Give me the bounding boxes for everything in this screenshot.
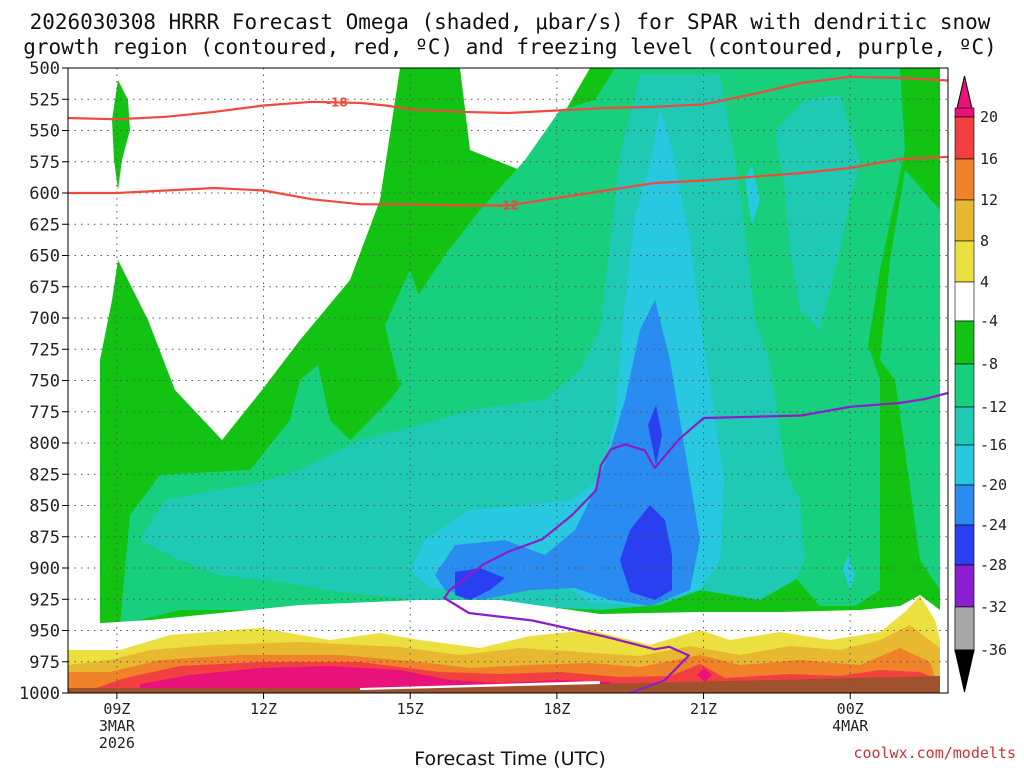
chart-title-line2: growth region (contoured, red, ºC) and f… [23, 35, 997, 59]
colorbar-segment [954, 564, 975, 608]
chart-title-line1: 2026030308 HRRR Forecast Omega (shaded, … [30, 10, 991, 34]
omega-fill-midgreen-right [880, 170, 940, 590]
colorbar-label: -20 [980, 476, 1007, 494]
y-tick-label: 975 [29, 653, 60, 673]
y-tick-label: 775 [29, 403, 60, 423]
gridlines [68, 68, 948, 693]
y-tick-label: 575 [29, 153, 60, 173]
underground-white-streak [360, 681, 600, 690]
colorbar-segment [954, 524, 975, 566]
y-tick-label: 675 [29, 278, 60, 298]
colorbar-segment [954, 363, 975, 408]
colorbar-label: -8 [980, 355, 998, 373]
omega-fill-green-bottom-left [100, 500, 140, 630]
colorbar-label: 4 [980, 273, 989, 291]
omega-fill-cyan-thin [745, 165, 760, 225]
colorbar-segment [954, 158, 975, 201]
y-tick-label: 900 [29, 559, 60, 579]
y-tick-label: 650 [29, 247, 60, 267]
x-tick-label: 18Z [543, 700, 570, 718]
y-tick-label: 925 [29, 590, 60, 610]
x-tick-label: 00Z [837, 700, 864, 718]
colorbar-segment [954, 107, 975, 118]
x-tick-label: 12Z [250, 700, 277, 718]
y-tick-label: 600 [29, 184, 60, 204]
y-tick-label: 700 [29, 309, 60, 329]
y-tick-label: 875 [29, 528, 60, 548]
colorbar: 20 16 12 8 4 -4 -8 -12 -16 -20 -24 -28 -32 -36 [954, 75, 1007, 693]
colorbar-segment [954, 406, 975, 446]
y-tick-label: 500 [29, 59, 60, 79]
y-tick-label: 825 [29, 465, 60, 485]
colorbar-segment [954, 444, 975, 486]
colorbar-label: -12 [980, 398, 1007, 416]
colorbar-segment [954, 320, 975, 365]
x-tick-year-label: 2026 [99, 734, 135, 752]
omega-fill-teal-upper-right [775, 95, 860, 330]
x-tick-label: 09Z [103, 700, 130, 718]
colorbar-label: 12 [980, 191, 998, 209]
colorbar-segment [954, 240, 975, 283]
contour-freezing_level [443, 391, 948, 693]
colorbar-segment [954, 199, 975, 242]
x-tick-date-label: 3MAR [99, 717, 136, 735]
colorbar-segment [954, 116, 975, 160]
y-tick-label: 800 [29, 434, 60, 454]
y-tick-label: 950 [29, 622, 60, 642]
colorbar-label: 16 [980, 150, 998, 168]
omega-fill-pink-small [697, 668, 712, 682]
y-tick-label: 625 [29, 215, 60, 235]
contour-dgz_bottom [68, 155, 948, 207]
colorbar-label: -16 [980, 436, 1007, 454]
contour-label-dgz_bottom: -12 [497, 199, 519, 213]
y-tick-label: 850 [29, 497, 60, 517]
x-tick-label: 15Z [397, 700, 424, 718]
omega-fill-darkblue-spike [648, 405, 662, 465]
colorbar-segment [954, 606, 975, 651]
omega-fill-darkblue-core [620, 505, 672, 600]
omega-fill-midgreen-blob [385, 270, 430, 390]
omega-fill-brown [68, 676, 940, 693]
colorbar-label: -24 [980, 516, 1007, 534]
colorbar-label: 20 [980, 108, 998, 126]
contour-lines: -18 -12 [68, 75, 948, 693]
colorbar-label: -36 [980, 641, 1007, 659]
y-tick-label: 725 [29, 340, 60, 360]
y-tick-label: 550 [29, 122, 60, 142]
colorbar-bottom-arrow [954, 649, 975, 693]
colorbar-segment [954, 484, 975, 526]
credit-text: coolwx.com/modelts [853, 744, 1016, 762]
x-tick-date-label: 4MAR [832, 717, 869, 735]
y-axis: 500 525 550 575 600 625 650 675 700 725 750 775 800 8… [19, 59, 68, 704]
contour-label-dgz_top: -18 [326, 95, 348, 109]
colorbar-label: -28 [980, 556, 1007, 574]
y-tick-label: 525 [29, 90, 60, 110]
omega-fill-cyan-small [843, 555, 855, 590]
x-tick-label: 21Z [690, 700, 717, 718]
y-tick-label: 750 [29, 372, 60, 392]
colorbar-label: -4 [980, 312, 998, 330]
y-tick-label: 1000 [19, 684, 60, 704]
colorbar-label: -32 [980, 598, 1007, 616]
colorbar-label: 8 [980, 232, 989, 250]
x-axis-label: Forecast Time (UTC) [414, 748, 605, 768]
contour-dgz_top [68, 75, 948, 121]
colorbar-segment [954, 281, 975, 322]
